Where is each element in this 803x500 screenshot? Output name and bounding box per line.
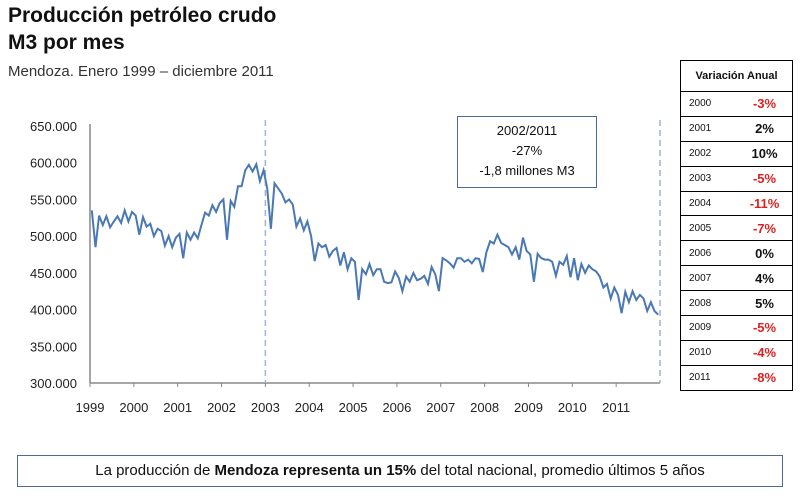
footer-bold: Mendoza representa un 15% [214,462,417,479]
x-tick-label: 2006 [382,400,411,415]
row-year: 2001 [680,115,738,142]
x-tick-label: 2001 [163,400,192,415]
row-value: -5% [737,165,793,192]
table-header: Variación Anual [695,70,778,82]
row-year: 2004 [680,190,738,216]
row-year: 2007 [680,265,738,291]
table-row: 2008 5% [680,290,793,316]
row-value: 2% [737,115,793,142]
x-tick-label: 2002 [207,400,236,415]
row-year: 2011 [680,364,738,391]
x-tick-label: 2007 [426,400,455,415]
table-row: 2002 10% [680,140,793,167]
row-year: 2002 [680,140,738,167]
x-tick-label: 2011 [602,400,630,415]
x-tick-label: 2000 [119,400,148,415]
row-value: -3% [737,91,793,117]
annotation-percent: -27% [511,143,543,158]
x-tick-label: 1999 [76,400,105,415]
annotation-period: 2002/2011 [496,123,558,138]
row-value: 4% [737,265,793,291]
y-tick-label: 650.000 [30,119,77,134]
table-row: 2001 2% [680,115,793,142]
row-value: -11% [737,190,793,216]
row-value: -8% [737,364,793,391]
row-value: 5% [737,290,793,316]
chart-title: Producción petróleo crudo [8,4,277,27]
x-tick-label: 2009 [514,400,543,415]
row-year: 2010 [680,339,738,366]
x-tick-label: 2008 [470,400,499,415]
y-tick-label: 350.000 [30,339,77,354]
row-value: 10% [737,140,793,167]
footer-pre: La producción de [95,462,215,479]
row-year: 2000 [680,91,738,117]
row-value: 0% [737,240,793,266]
annotation-box: 2002/2011 -27% -1,8 millones M3 [457,116,597,188]
row-value: -5% [737,315,793,341]
table-row: 2003 -5% [680,165,793,192]
table-row: 2005 -7% [680,215,793,241]
x-tick-label: 2004 [295,400,324,415]
table-row: 2011 -8% [680,364,793,391]
x-tick-label: 2010 [558,400,587,415]
chart-title-unit: M3 por mes [8,31,125,54]
annual-variation-table: Variación Anual 2000 -3% 2001 2% 2002 10% 2003… [680,60,793,391]
table-row: 2010 -4% [680,339,793,366]
y-tick-label: 400.000 [30,303,77,318]
y-tick-label: 500.000 [30,229,77,244]
x-tick-label: 2005 [339,400,368,415]
row-year: 2008 [680,290,738,316]
y-tick-label: 300.000 [30,376,77,391]
table-row: 2004 -11% [680,190,793,216]
table-row: 2006 0% [680,240,793,266]
line-chart: 300.000 350.000 400.000 450.000 500.000 550.0… [30,119,661,415]
row-value: -4% [737,339,793,366]
row-year: 2003 [680,165,738,192]
row-year: 2006 [680,240,738,266]
table-row: 2009 -5% [680,315,793,341]
y-tick-label: 450.000 [30,266,77,281]
y-tick-label: 600.000 [30,156,77,171]
row-year: 2005 [680,215,738,241]
table-row: 2000 -3% [680,91,793,117]
annotation-volume: -1,8 millones M3 [479,163,575,178]
row-value: -7% [737,215,793,241]
y-tick-label: 550.000 [30,192,77,207]
footer-note: La producción de Mendoza representa un 1… [17,455,783,487]
footer-post: del total nacional, promedio últimos 5 a… [416,462,705,479]
production-series-line [90,161,659,316]
x-tick-label: 2003 [251,400,280,415]
row-year: 2009 [680,315,738,341]
chart-subtitle: Mendoza. Enero 1999 – diciembre 2011 [8,63,274,80]
table-row: 2007 4% [680,265,793,291]
